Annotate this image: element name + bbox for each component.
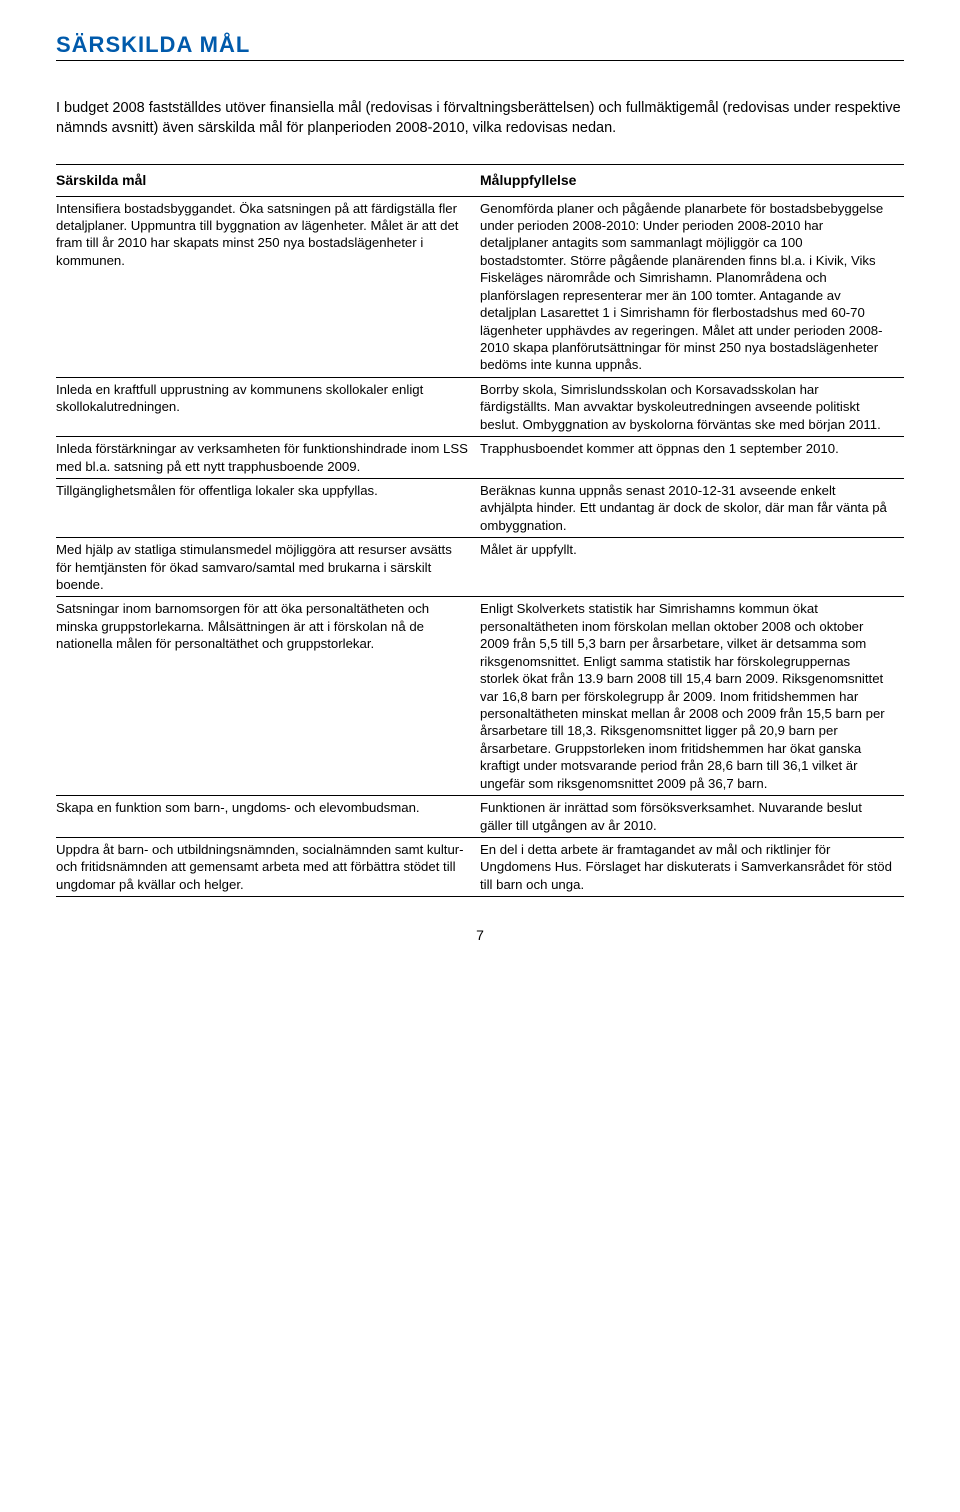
table-row: Tillgänglighetsmålen för offentliga loka… [56,478,904,537]
table-row: Med hjälp av statliga stimulansmedel möj… [56,538,904,597]
table-row: Skapa en funktion som barn-, ungdoms- oc… [56,796,904,838]
page-number: 7 [56,927,904,943]
goal-cell: Uppdra åt barn- och utbildningsnämnden, … [56,837,480,896]
table-header-right: Måluppfyllelse [480,165,904,196]
goal-cell: Intensifiera bostadsbyggandet. Öka satsn… [56,196,480,377]
result-cell: Funktionen är inrättad som försöksverksa… [480,796,904,838]
goal-cell: Med hjälp av statliga stimulansmedel möj… [56,538,480,597]
result-cell: En del i detta arbete är framtagandet av… [480,837,904,896]
result-cell: Målet är uppfyllt. [480,538,904,597]
table-row: Inleda en kraftfull upprustning av kommu… [56,377,904,436]
intro-paragraph: I budget 2008 fastställdes utöver finans… [56,99,904,138]
goal-cell: Satsningar inom barnomsorgen för att öka… [56,597,480,796]
goal-cell: Tillgänglighetsmålen för offentliga loka… [56,478,480,537]
table-row: Inleda förstärkningar av verksamheten fö… [56,437,904,479]
goal-cell: Inleda förstärkningar av verksamheten fö… [56,437,480,479]
goal-cell: Skapa en funktion som barn-, ungdoms- oc… [56,796,480,838]
page-title: SÄRSKILDA MÅL [56,32,904,61]
result-cell: Beräknas kunna uppnås senast 2010-12-31 … [480,478,904,537]
goals-table: Särskilda mål Måluppfyllelse Intensifier… [56,164,904,897]
result-cell: Enligt Skolverkets statistik har Simrish… [480,597,904,796]
table-header-left: Särskilda mål [56,165,480,196]
table-row: Satsningar inom barnomsorgen för att öka… [56,597,904,796]
result-cell: Trapphusboendet kommer att öppnas den 1 … [480,437,904,479]
table-row: Uppdra åt barn- och utbildningsnämnden, … [56,837,904,896]
result-cell: Genomförda planer och pågående planarbet… [480,196,904,377]
result-cell: Borrby skola, Simrislundsskolan och Kors… [480,377,904,436]
goal-cell: Inleda en kraftfull upprustning av kommu… [56,377,480,436]
table-row: Intensifiera bostadsbyggandet. Öka satsn… [56,196,904,377]
